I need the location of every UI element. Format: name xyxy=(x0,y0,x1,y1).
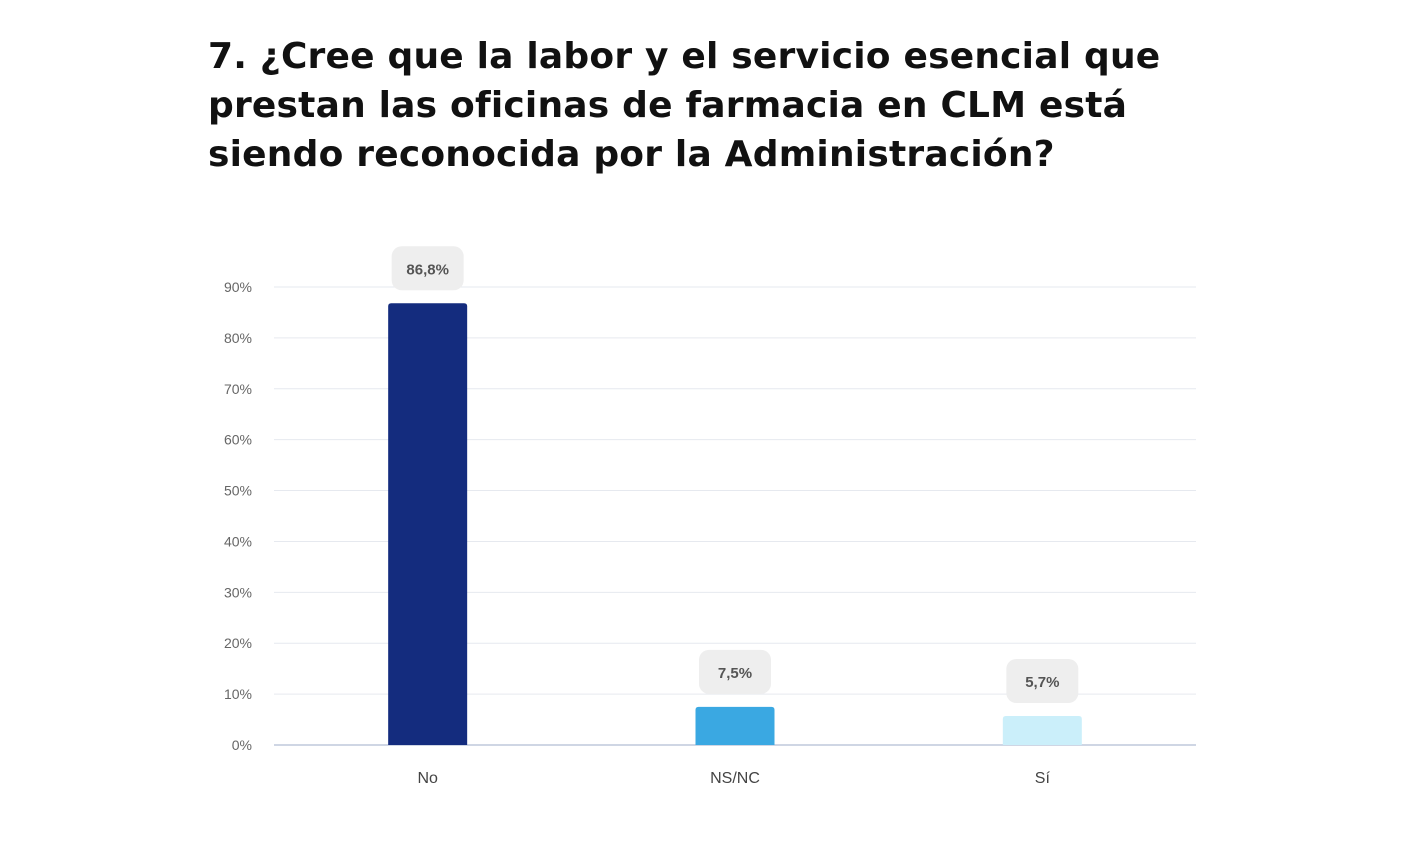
y-tick-label: 20% xyxy=(224,635,252,651)
chart-title: 7. ¿Cree que la labor y el servicio esen… xyxy=(208,32,1208,179)
y-tick-label: 80% xyxy=(224,330,252,346)
y-tick-label: 60% xyxy=(224,432,252,448)
bar-no xyxy=(388,303,468,745)
y-tick-label: 10% xyxy=(224,686,252,702)
x-tick-label: NS/NC xyxy=(710,770,760,787)
data-label: 86,8% xyxy=(406,261,449,278)
y-tick-label: 30% xyxy=(224,584,252,600)
bar-ns-nc xyxy=(695,706,775,745)
data-label: 5,7% xyxy=(1025,674,1059,691)
y-tick-label: 70% xyxy=(224,381,252,397)
bar-s- xyxy=(1002,715,1082,745)
chart-title-line-3: siendo reconocida por la Administración? xyxy=(208,134,1055,175)
data-label-bubble xyxy=(1006,658,1079,703)
data-label-bubble xyxy=(391,246,464,291)
y-tick-label: 50% xyxy=(224,483,252,499)
chart-title-line-2: prestan las oficinas de farmacia en CLM … xyxy=(208,85,1128,126)
x-tick-label: No xyxy=(417,770,438,787)
data-label-bubble xyxy=(699,649,771,694)
y-tick-label: 0% xyxy=(232,737,252,753)
y-tick-label: 40% xyxy=(224,533,252,549)
y-tick-label: 90% xyxy=(224,279,252,295)
x-tick-label: Sí xyxy=(1035,770,1051,787)
chart-title-line-1: 7. ¿Cree que la labor y el servicio esen… xyxy=(208,36,1161,77)
data-label: 7,5% xyxy=(718,665,752,682)
